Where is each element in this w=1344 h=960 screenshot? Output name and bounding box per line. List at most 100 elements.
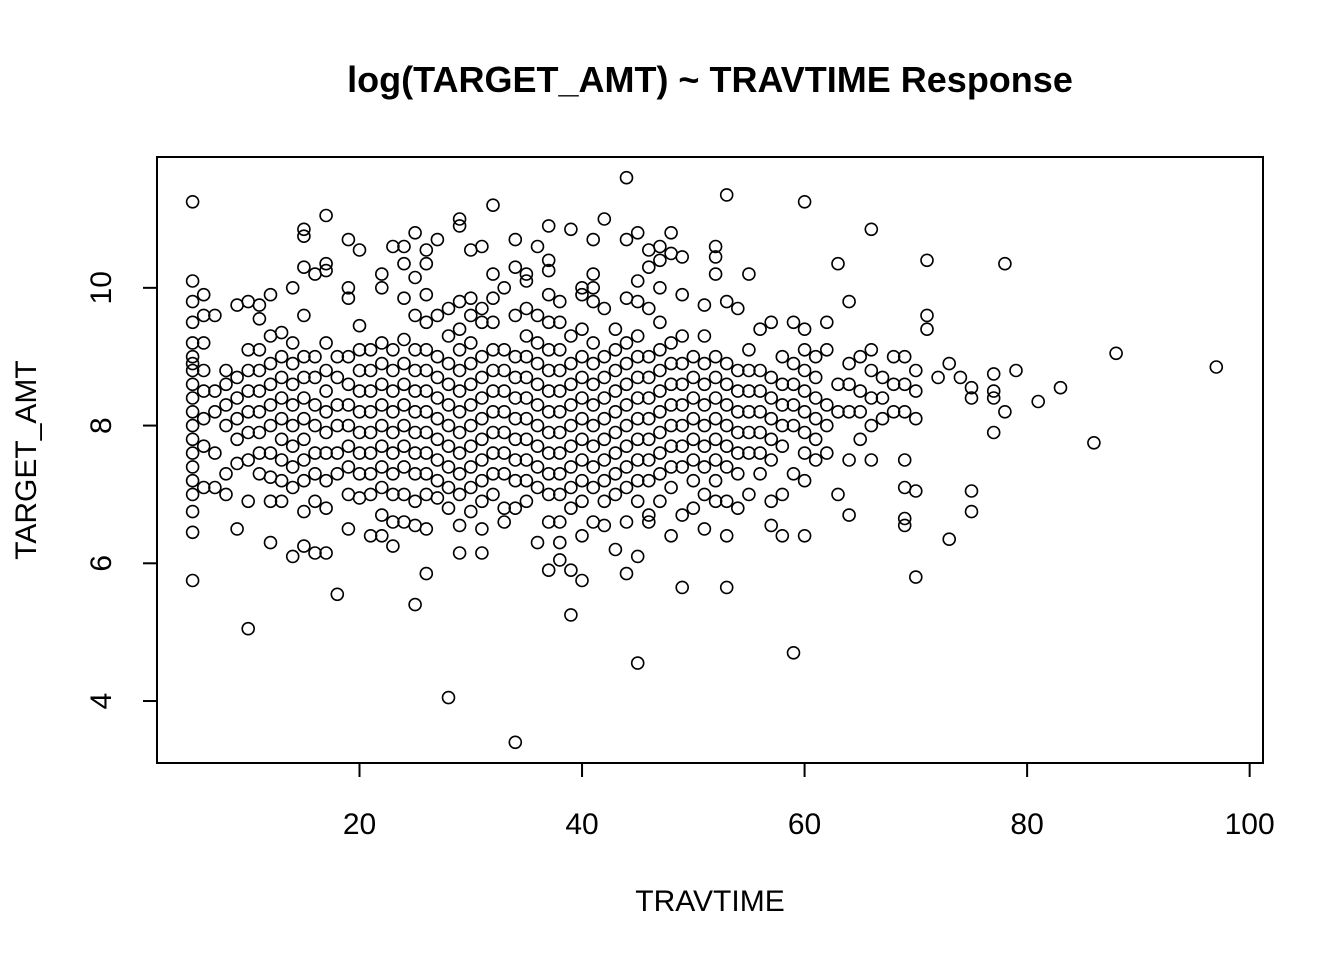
data-point: [552, 446, 567, 460]
data-point: [430, 391, 445, 405]
data-point: [486, 363, 500, 378]
data-point: [374, 418, 389, 433]
data-point: [775, 418, 790, 433]
x-tick-label: 100: [1225, 808, 1275, 841]
data-point: [374, 336, 389, 350]
data-point: [363, 404, 378, 419]
data-point: [931, 370, 945, 385]
data-point: [653, 253, 667, 268]
data-point: [797, 322, 812, 337]
data-point: [552, 315, 567, 330]
data-point: [675, 508, 690, 522]
data-point: [675, 418, 690, 433]
data-point: [653, 466, 667, 481]
data-point: [920, 253, 934, 268]
data-point: [575, 432, 589, 447]
data-point: [641, 411, 656, 426]
data-point: [775, 398, 790, 412]
data-point: [864, 363, 879, 378]
data-point: [196, 384, 211, 398]
data-point: [297, 411, 311, 426]
data-point: [797, 384, 812, 398]
data-point: [719, 398, 734, 412]
data-point: [486, 446, 500, 460]
data-point: [397, 377, 411, 392]
data-point: [719, 188, 734, 202]
data-point: [341, 418, 356, 433]
data-point: [408, 425, 422, 440]
data-point: [408, 384, 422, 398]
data-point: [597, 453, 612, 467]
data-point: [897, 377, 912, 392]
data-point: [786, 356, 801, 371]
data-point: [764, 494, 779, 509]
data-point: [530, 439, 545, 454]
data-point: [374, 439, 389, 454]
x-tick-label: 60: [788, 808, 821, 841]
data-point: [708, 411, 723, 426]
data-point: [730, 363, 745, 378]
data-point: [208, 480, 222, 495]
data-point: [986, 391, 1001, 405]
data-point: [508, 501, 523, 516]
data-point: [475, 315, 489, 330]
data-point: [508, 391, 523, 405]
data-point: [463, 460, 478, 474]
data-point: [219, 418, 233, 433]
data-point: [486, 315, 500, 330]
data-point: [297, 370, 311, 385]
data-point: [730, 384, 745, 398]
data-point: [686, 349, 701, 364]
data-point: [241, 494, 255, 509]
data-point: [252, 342, 267, 357]
data-point: [419, 342, 434, 357]
data-point: [463, 398, 478, 412]
data-point: [630, 294, 645, 309]
data-point: [608, 404, 623, 419]
data-point: [586, 480, 601, 495]
data-point: [708, 453, 723, 467]
data-point: [897, 480, 912, 495]
data-point: [530, 398, 545, 412]
data-point: [675, 439, 690, 454]
data-point: [530, 356, 545, 371]
data-point: [552, 487, 567, 502]
data-point: [185, 573, 200, 588]
data-point: [697, 298, 712, 312]
data-point: [452, 466, 467, 481]
data-point: [285, 336, 300, 350]
data-point: [452, 518, 467, 533]
data-point: [608, 542, 623, 557]
data-point: [196, 439, 211, 454]
data-point: [541, 466, 556, 481]
data-point: [541, 425, 556, 440]
data-point: [575, 370, 589, 385]
data-point: [775, 377, 790, 392]
data-point: [920, 308, 934, 323]
data-point: [219, 363, 233, 378]
data-point: [719, 528, 734, 543]
data-point: [641, 349, 656, 364]
data-point: [241, 453, 255, 467]
data-point: [831, 487, 845, 502]
data-point: [441, 356, 456, 371]
data-point: [619, 291, 634, 306]
data-point: [675, 250, 690, 264]
data-point: [319, 263, 333, 278]
data-point: [363, 384, 378, 398]
data-point: [564, 222, 578, 237]
data-point: [196, 336, 211, 350]
data-point: [508, 308, 523, 323]
data-point: [285, 439, 300, 454]
data-point: [185, 363, 200, 378]
data-point: [341, 439, 356, 454]
data-point: [374, 280, 389, 295]
data-point: [586, 398, 601, 412]
y-tick-label: 4: [85, 693, 118, 710]
data-point: [441, 690, 456, 705]
data-point: [808, 391, 823, 405]
data-point: [475, 546, 489, 560]
data-point: [641, 391, 656, 405]
data-point: [185, 195, 200, 209]
data-point: [797, 363, 812, 378]
